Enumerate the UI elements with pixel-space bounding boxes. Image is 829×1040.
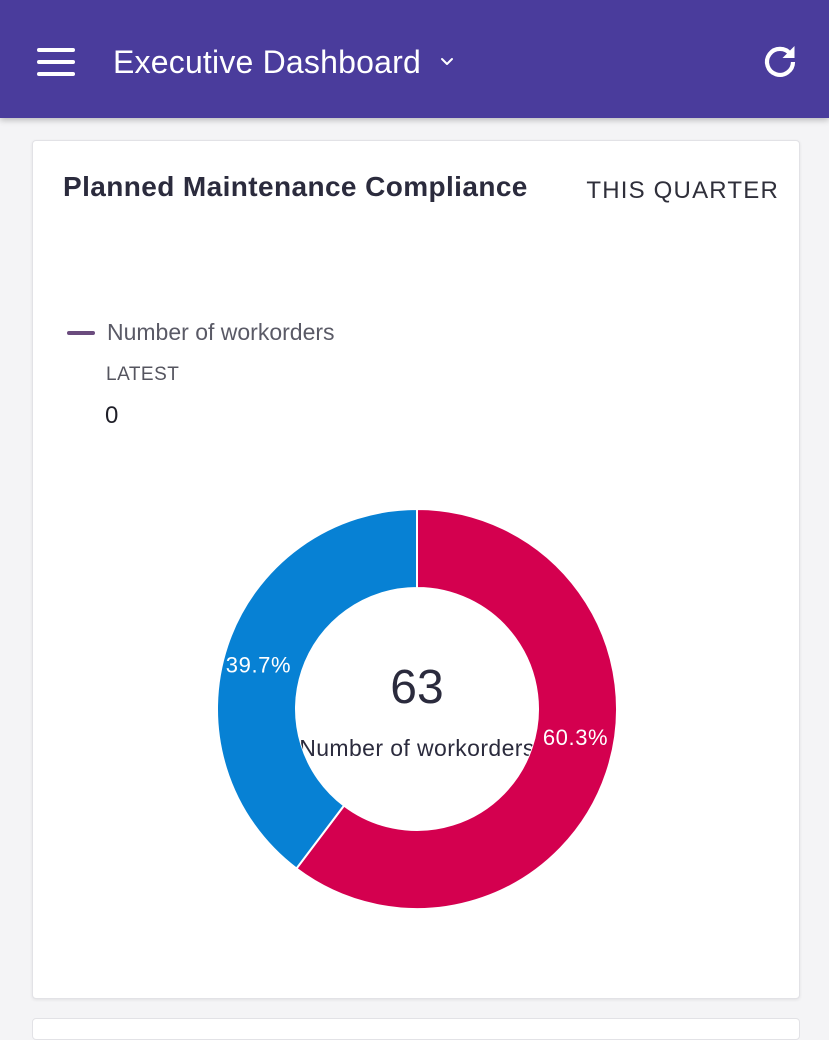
- donut-center-value: 63: [390, 661, 443, 714]
- dashboard-selector[interactable]: Executive Dashboard: [113, 38, 455, 86]
- app-header: Executive Dashboard: [0, 0, 829, 118]
- hamburger-menu-icon: [37, 48, 75, 52]
- refresh-button[interactable]: [756, 38, 804, 86]
- donut-slice-1[interactable]: [295, 507, 618, 910]
- compliance-card: Planned Maintenance Compliance THIS QUAR…: [32, 140, 800, 999]
- donut-center-label: Number of workorders: [299, 735, 535, 761]
- card-title: Planned Maintenance Compliance: [63, 171, 528, 202]
- donut-slice-2[interactable]: [216, 507, 418, 870]
- hamburger-menu-icon-bar: [37, 72, 75, 76]
- donut-slice-label-1: 60.3%: [543, 725, 608, 750]
- legend-label: Number of workorders: [107, 319, 335, 345]
- next-card: [32, 1018, 800, 1040]
- legend-swatch: [67, 330, 95, 335]
- time-range-button[interactable]: THIS QUARTER: [586, 177, 779, 204]
- app-title: Executive Dashboard: [113, 43, 421, 80]
- chart-legend: Number of workorders: [67, 319, 335, 346]
- chevron-down-icon: [440, 58, 453, 65]
- donut-chart: 63 Number of workorders 60.3% 39.7%: [216, 507, 618, 910]
- hamburger-menu-icon-bar: [37, 60, 75, 64]
- menu-button[interactable]: [30, 38, 82, 86]
- latest-label: LATEST: [106, 364, 180, 385]
- latest-value: 0: [105, 402, 119, 429]
- donut-slice-label-2: 39.7%: [226, 652, 291, 677]
- refresh-icon: [764, 46, 796, 77]
